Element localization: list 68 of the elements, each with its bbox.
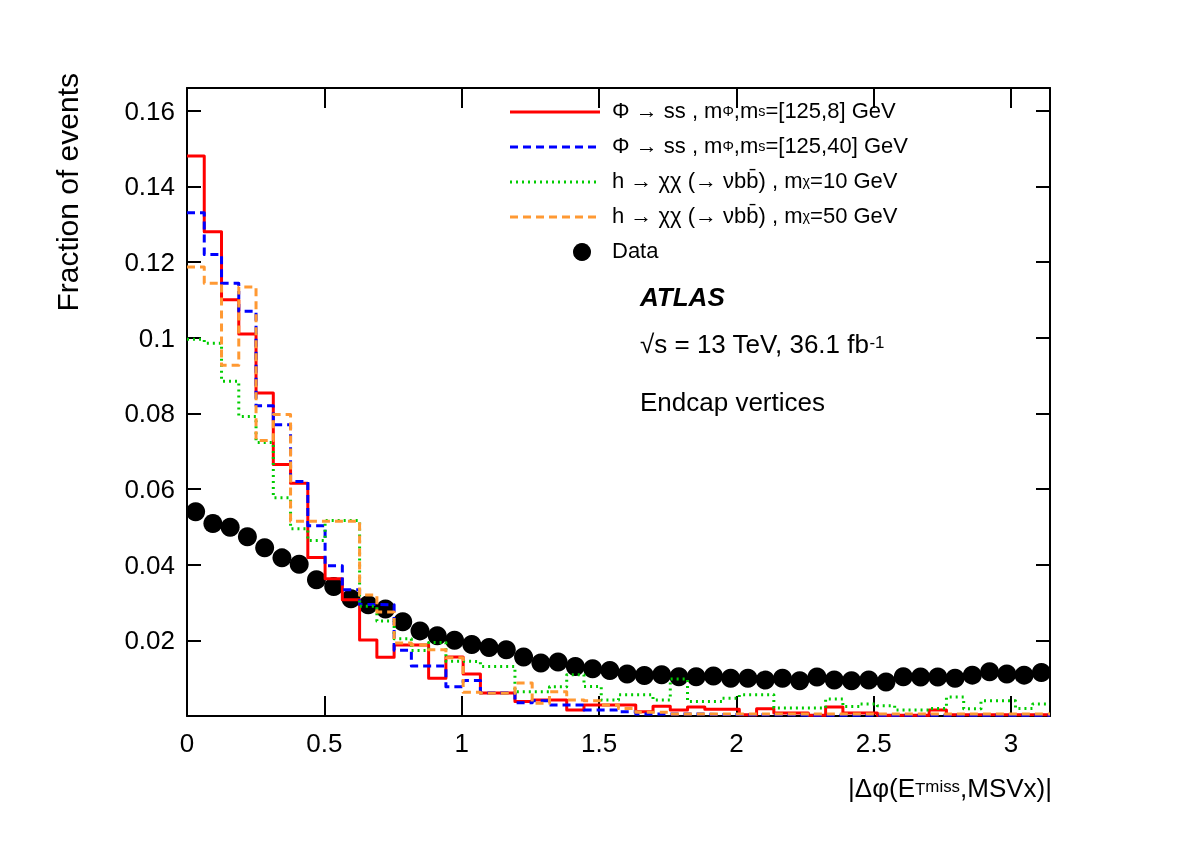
- legend-label: Φ → ss , mΦ,ms=[125,8] GeV: [612, 97, 897, 123]
- point: [876, 672, 896, 692]
- point: [911, 667, 931, 687]
- legend-label: h → χχ (→ νbb̄) , mχ=10 GeV: [612, 167, 898, 193]
- y-tick-label: 0.12: [124, 247, 175, 278]
- y-tick-label: 0.06: [124, 474, 175, 505]
- point: [842, 671, 861, 691]
- point: [772, 668, 792, 688]
- x-tick-label: 1.5: [580, 728, 618, 758]
- point: [997, 664, 1017, 684]
- point: [686, 667, 706, 687]
- point: [652, 665, 672, 685]
- point: [859, 670, 879, 690]
- point: [289, 554, 309, 574]
- point: [600, 661, 620, 681]
- point: [306, 570, 326, 590]
- point: [393, 612, 413, 632]
- point: [548, 652, 568, 672]
- y-tick-label: 0.02: [124, 625, 175, 656]
- point: [824, 670, 844, 690]
- annotation: Endcap vertices: [640, 387, 825, 417]
- point: [427, 626, 447, 646]
- point: [462, 635, 482, 654]
- annotation: ATLAS: [639, 282, 726, 312]
- point: [962, 665, 982, 685]
- x-tick-label: 3: [1003, 728, 1019, 758]
- point: [514, 647, 534, 667]
- point: [1014, 665, 1034, 685]
- point: [531, 653, 551, 673]
- point: [583, 659, 603, 679]
- point: [186, 502, 206, 522]
- point: [565, 656, 585, 676]
- point: [272, 548, 292, 568]
- point: [617, 664, 637, 684]
- point: [928, 667, 948, 687]
- y-tick-label: 0.08: [124, 398, 175, 429]
- point: [445, 630, 465, 650]
- x-tick-label: 0.5: [306, 728, 343, 758]
- point: [980, 662, 1000, 682]
- y-tick-label: 0.1: [138, 322, 175, 353]
- point: [790, 671, 810, 691]
- x-tick-label: 2: [729, 728, 744, 758]
- legend-label: h → χχ (→ νbb̄) , mχ=50 GeV: [612, 202, 898, 228]
- point: [634, 666, 654, 686]
- point: [237, 527, 257, 547]
- point: [479, 638, 499, 658]
- point: [1031, 663, 1051, 682]
- x-tick-label: 1: [454, 728, 469, 758]
- point: [893, 667, 913, 687]
- point: [703, 666, 723, 686]
- point: [255, 538, 275, 558]
- point: [738, 668, 758, 688]
- point: [410, 621, 430, 641]
- x-tick-label: 0: [179, 728, 195, 758]
- y-tick-label: 0.04: [124, 549, 175, 580]
- point: [945, 668, 965, 688]
- legend-label: Φ → ss , mΦ,ms=[125,40] GeV: [612, 132, 909, 158]
- y-axis-title: Fraction of events: [50, 73, 84, 312]
- point: [807, 667, 827, 687]
- point: [496, 640, 516, 660]
- legend-label: Data: [612, 237, 660, 263]
- point: [220, 517, 240, 537]
- point: [755, 670, 775, 690]
- point: [203, 513, 223, 533]
- point: [721, 668, 741, 688]
- y-tick-label: 0.14: [124, 171, 175, 202]
- y-tick-label: 0.16: [124, 95, 175, 126]
- x-tick-label: 2.5: [855, 728, 892, 758]
